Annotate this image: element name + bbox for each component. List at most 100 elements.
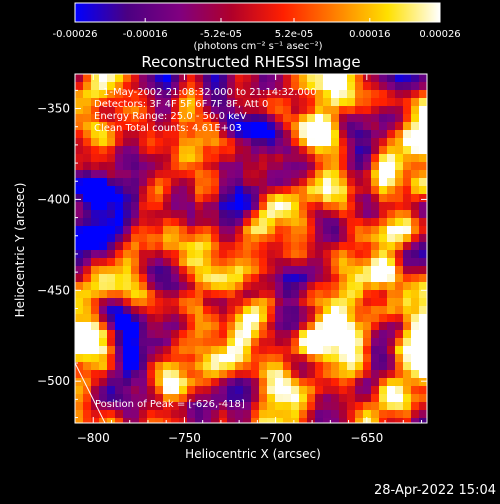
heatmap-cell	[347, 138, 355, 146]
heatmap-image	[75, 74, 427, 423]
heatmap-cell	[131, 282, 139, 290]
heatmap-cell	[291, 402, 299, 410]
heatmap-cell	[291, 234, 299, 242]
heatmap-cell	[187, 298, 195, 306]
heatmap-cell	[211, 362, 219, 370]
heatmap-cell	[371, 194, 379, 202]
heatmap-cell	[227, 74, 235, 82]
heatmap-cell	[387, 218, 395, 226]
heatmap-cell	[155, 98, 163, 106]
heatmap-cell	[251, 346, 259, 354]
heatmap-cell	[235, 362, 243, 370]
heatmap-cell	[147, 266, 155, 274]
heatmap-cell	[387, 162, 395, 170]
heatmap-cell	[227, 274, 235, 282]
heatmap-cell	[363, 170, 371, 178]
heatmap-cell	[299, 242, 307, 250]
heatmap-cell	[323, 90, 331, 98]
heatmap-cell	[99, 314, 107, 322]
heatmap-cell	[371, 290, 379, 298]
heatmap-cell	[347, 378, 355, 386]
heatmap-cell	[91, 106, 99, 114]
heatmap-cell	[155, 162, 163, 170]
heatmap-cell	[419, 378, 427, 386]
heatmap-cell	[243, 266, 251, 274]
heatmap-cell	[91, 234, 99, 242]
heatmap-cell	[187, 290, 195, 298]
heatmap-cell	[139, 82, 147, 90]
heatmap-cell	[179, 274, 187, 282]
heatmap-cell	[323, 242, 331, 250]
heatmap-cell	[291, 98, 299, 106]
heatmap-cell	[355, 330, 363, 338]
heatmap-cell	[251, 122, 259, 130]
heatmap-cell	[83, 418, 91, 423]
heatmap-cell	[83, 226, 91, 234]
heatmap-cell	[195, 266, 203, 274]
heatmap-cell	[91, 250, 99, 258]
heatmap-cell	[107, 266, 115, 274]
heatmap-cell	[243, 218, 251, 226]
heatmap-cell	[235, 170, 243, 178]
heatmap-cell	[347, 282, 355, 290]
heatmap-cell	[91, 82, 99, 90]
heatmap-cell	[403, 306, 411, 314]
heatmap-cell	[99, 170, 107, 178]
heatmap-cell	[243, 394, 251, 402]
heatmap-cell	[83, 330, 91, 338]
heatmap-cell	[291, 338, 299, 346]
heatmap-cell	[275, 162, 283, 170]
axis-ticks: −800 −750 −700 −650−350−400−450−500	[37, 74, 427, 445]
heatmap-cell	[131, 186, 139, 194]
heatmap-cell	[219, 266, 227, 274]
heatmap-cell	[163, 178, 171, 186]
heatmap-cell	[267, 314, 275, 322]
heatmap-cell	[371, 394, 379, 402]
heatmap-cell	[83, 106, 91, 114]
heatmap-cell	[115, 98, 123, 106]
heatmap-cell	[387, 234, 395, 242]
heatmap-cell	[323, 186, 331, 194]
heatmap-cell	[347, 266, 355, 274]
heatmap-cell	[379, 242, 387, 250]
heatmap-cell	[155, 154, 163, 162]
heatmap-cell	[203, 250, 211, 258]
heatmap-cell	[83, 146, 91, 154]
heatmap-cell	[227, 266, 235, 274]
heatmap-cell	[83, 162, 91, 170]
heatmap-cell	[83, 98, 91, 106]
heatmap-cell	[251, 138, 259, 146]
heatmap-cell	[203, 386, 211, 394]
heatmap-cell	[107, 338, 115, 346]
heatmap-cell	[259, 98, 267, 106]
heatmap-cell	[203, 90, 211, 98]
heatmap-cell	[331, 202, 339, 210]
heatmap-cell	[107, 106, 115, 114]
heatmap-cell	[267, 82, 275, 90]
heatmap-cell	[251, 82, 259, 90]
heatmap-cell	[315, 202, 323, 210]
heatmap-cell	[251, 290, 259, 298]
heatmap-cell	[267, 98, 275, 106]
heatmap-cell	[275, 306, 283, 314]
heatmap-cell	[307, 322, 315, 330]
heatmap-cell	[283, 130, 291, 138]
heatmap-cell	[363, 194, 371, 202]
heatmap-cell	[419, 274, 427, 282]
heatmap-cell	[411, 306, 419, 314]
heatmap-cell	[195, 290, 203, 298]
heatmap-cell	[411, 114, 419, 122]
heatmap-cell	[107, 370, 115, 378]
heatmap-cell	[371, 354, 379, 362]
heatmap-cell	[291, 82, 299, 90]
heatmap-cell	[307, 298, 315, 306]
heatmap-cell	[219, 410, 227, 418]
heatmap-cell	[307, 338, 315, 346]
heatmap-cell	[347, 386, 355, 394]
heatmap-cell	[267, 250, 275, 258]
heatmap-cell	[203, 322, 211, 330]
heatmap-cell	[243, 98, 251, 106]
heatmap-cell	[291, 362, 299, 370]
heatmap-cell	[91, 322, 99, 330]
heatmap-cell	[227, 386, 235, 394]
